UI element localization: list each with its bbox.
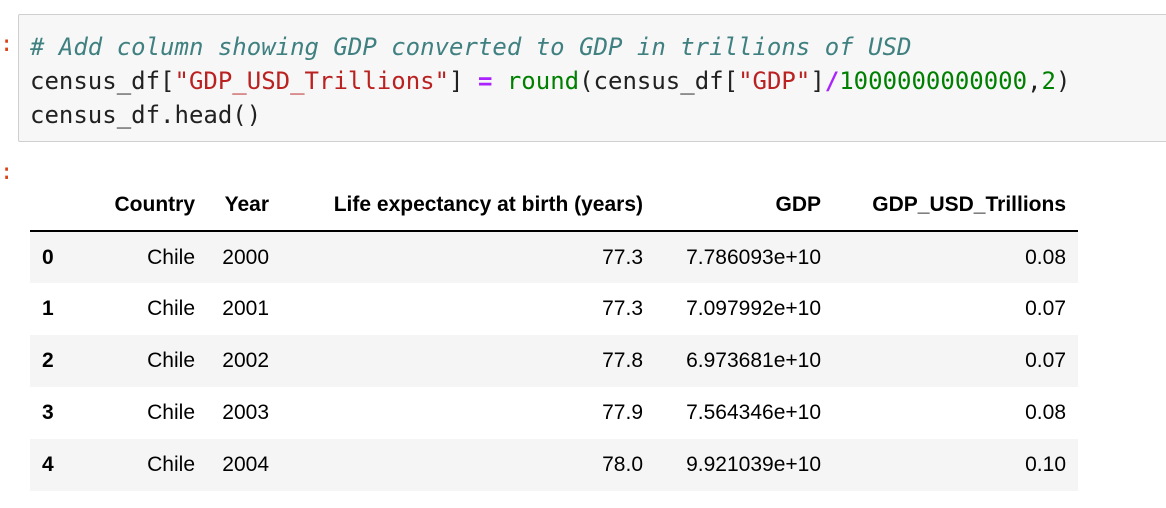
column-header-gdp-usd-trillions: GDP_USD_Trillions xyxy=(833,179,1078,232)
cell-year: 2002 xyxy=(222,349,269,372)
column-header-life-expectancy: Life expectancy at birth (years) xyxy=(281,179,655,232)
cell-country: Chile xyxy=(147,453,195,476)
table-row: 2 Chile 2002 77.8 6.973681e+10 0.07 xyxy=(30,335,1078,387)
cell-life-expectancy: 78.0 xyxy=(602,453,643,476)
code-line: # Add column showing GDP converted to GD… xyxy=(30,30,1070,64)
cell-gdp-usd-trillions: 0.08 xyxy=(1025,401,1066,424)
code-token-plain: ] xyxy=(449,67,478,95)
code-token-str: "GDP_USD_Trillions" xyxy=(174,67,450,95)
cell-year: 2001 xyxy=(222,297,269,320)
code-line: census_df.head() xyxy=(30,98,1070,132)
row-index: 4 xyxy=(42,453,54,476)
cell-year: 2000 xyxy=(222,245,269,269)
code-token-plain: (census_df[ xyxy=(579,67,739,95)
cell-country: Chile xyxy=(147,401,195,424)
cell-year: 2004 xyxy=(222,453,269,476)
cell-life-expectancy: 77.3 xyxy=(602,297,643,320)
table-row: 0 Chile 2000 77.3 7.786093e+10 0.08 xyxy=(30,231,1078,283)
code-token-builtin: round xyxy=(506,67,580,95)
column-header-country: Country xyxy=(86,179,207,232)
row-index: 0 xyxy=(42,245,54,269)
cell-gdp-usd-trillions: 0.07 xyxy=(1025,297,1066,320)
cell-gdp-usd-trillions: 0.10 xyxy=(1025,453,1066,476)
cell-life-expectancy: 77.8 xyxy=(602,349,643,372)
cell-gdp: 9.921039e+10 xyxy=(686,453,821,476)
code-token-str: "GDP" xyxy=(738,67,811,95)
code-token-plain: census_df.head() xyxy=(30,101,262,129)
column-header-gdp: GDP xyxy=(655,179,833,232)
cell-country: Chile xyxy=(147,245,195,269)
code-token-op: / xyxy=(824,67,840,95)
code-token-plain: ] xyxy=(810,67,825,95)
table-row: 3 Chile 2003 77.9 7.564346e+10 0.08 xyxy=(30,387,1078,439)
cell-life-expectancy: 77.3 xyxy=(602,245,643,269)
code-token-plain xyxy=(492,67,506,95)
cell-gdp: 7.564346e+10 xyxy=(686,401,821,424)
cell-gdp: 7.097992e+10 xyxy=(686,297,821,320)
code-cell[interactable]: # Add column showing GDP converted to GD… xyxy=(18,14,1166,142)
index-header xyxy=(30,179,86,232)
row-index: 2 xyxy=(42,349,54,372)
code-token-comment: # Add column showing GDP converted to GD… xyxy=(30,33,912,61)
cell-country: Chile xyxy=(147,349,195,372)
column-header-year: Year xyxy=(207,179,281,232)
table-header-row: Country Year Life expectancy at birth (y… xyxy=(30,179,1078,232)
cell-life-expectancy: 77.9 xyxy=(602,401,643,424)
code-token-plain: ) xyxy=(1055,67,1071,95)
cell-year: 2003 xyxy=(222,401,269,424)
cell-gdp-usd-trillions: 0.07 xyxy=(1025,349,1066,372)
code-token-num: 2 xyxy=(1041,67,1056,95)
code-token-num: 1000000000000 xyxy=(839,67,1028,95)
code-token-op: = xyxy=(477,67,493,95)
code-editor[interactable]: # Add column showing GDP converted to GD… xyxy=(30,30,1070,132)
row-index: 1 xyxy=(42,297,54,320)
code-line: census_df["GDP_USD_Trillions"] = round(c… xyxy=(30,64,1070,98)
code-token-plain: , xyxy=(1027,67,1042,95)
row-index: 3 xyxy=(42,401,54,424)
cell-country: Chile xyxy=(147,297,195,320)
output-prompt-marker: : xyxy=(0,162,8,184)
cell-gdp: 6.973681e+10 xyxy=(686,349,821,372)
table-row: 1 Chile 2001 77.3 7.097992e+10 0.07 xyxy=(30,283,1078,335)
table-row: 4 Chile 2004 78.0 9.921039e+10 0.10 xyxy=(30,439,1078,491)
input-prompt-marker: : xyxy=(0,34,8,56)
cell-gdp-usd-trillions: 0.08 xyxy=(1025,245,1066,269)
code-token-plain: census_df[ xyxy=(30,67,175,95)
dataframe-output-table: Country Year Life expectancy at birth (y… xyxy=(30,179,1078,491)
cell-gdp: 7.786093e+10 xyxy=(686,245,821,269)
